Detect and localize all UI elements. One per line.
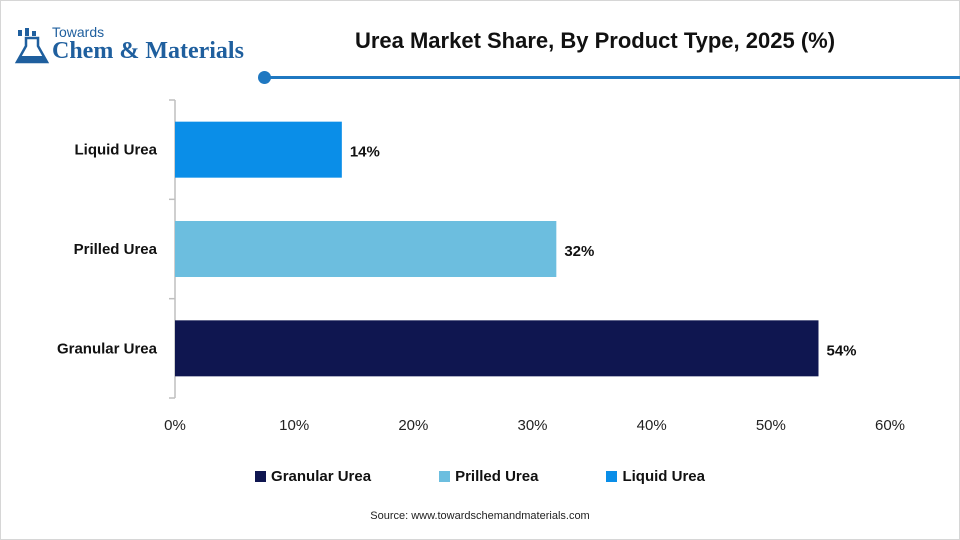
data-label: 32% (564, 243, 594, 260)
brand-top-text: Towards (52, 24, 105, 40)
brand-main-text: Chem & Materials (52, 38, 244, 64)
chart-title: Urea Market Share, By Product Type, 2025… (354, 28, 836, 53)
legend-label: Granular Urea (271, 468, 372, 485)
legend-item: Granular Urea (255, 468, 371, 485)
x-tick-label: 60% (875, 417, 905, 434)
data-label: 54% (827, 342, 857, 359)
x-tick-label: 10% (279, 417, 309, 434)
data-label: 14% (350, 144, 380, 161)
legend-swatch (439, 471, 451, 482)
legend-label: Liquid Urea (622, 468, 705, 485)
bar (175, 221, 557, 277)
x-tick-label: 0% (164, 417, 186, 434)
bar (175, 121, 342, 178)
x-tick-label: 30% (517, 417, 547, 434)
bar-chart: Liquid Urea 14% Prilled Urea 32% Granular Ur… (57, 99, 905, 434)
category-label: Granular Urea (57, 340, 158, 357)
legend-swatch (606, 471, 618, 482)
x-tick-label: 40% (637, 417, 667, 434)
flask-icon (14, 28, 50, 64)
legend: Granular Urea Prilled Urea Liquid Urea (0, 468, 960, 485)
legend-swatch (255, 471, 267, 482)
title-rule-dot (258, 71, 271, 84)
legend-item: Liquid Urea (606, 468, 705, 485)
bar (175, 320, 819, 377)
source-note: Source: www.towardschemandmaterials.com (370, 510, 590, 522)
brand-logo: Towards Chem & Materials (14, 22, 254, 70)
x-tick-label: 50% (756, 417, 786, 434)
title-rule (266, 76, 960, 79)
legend-label: Prilled Urea (455, 468, 539, 485)
legend-item: Prilled Urea (439, 468, 538, 485)
category-label: Prilled Urea (74, 241, 158, 258)
x-tick-label: 20% (398, 417, 428, 434)
category-label: Liquid Urea (74, 142, 157, 159)
